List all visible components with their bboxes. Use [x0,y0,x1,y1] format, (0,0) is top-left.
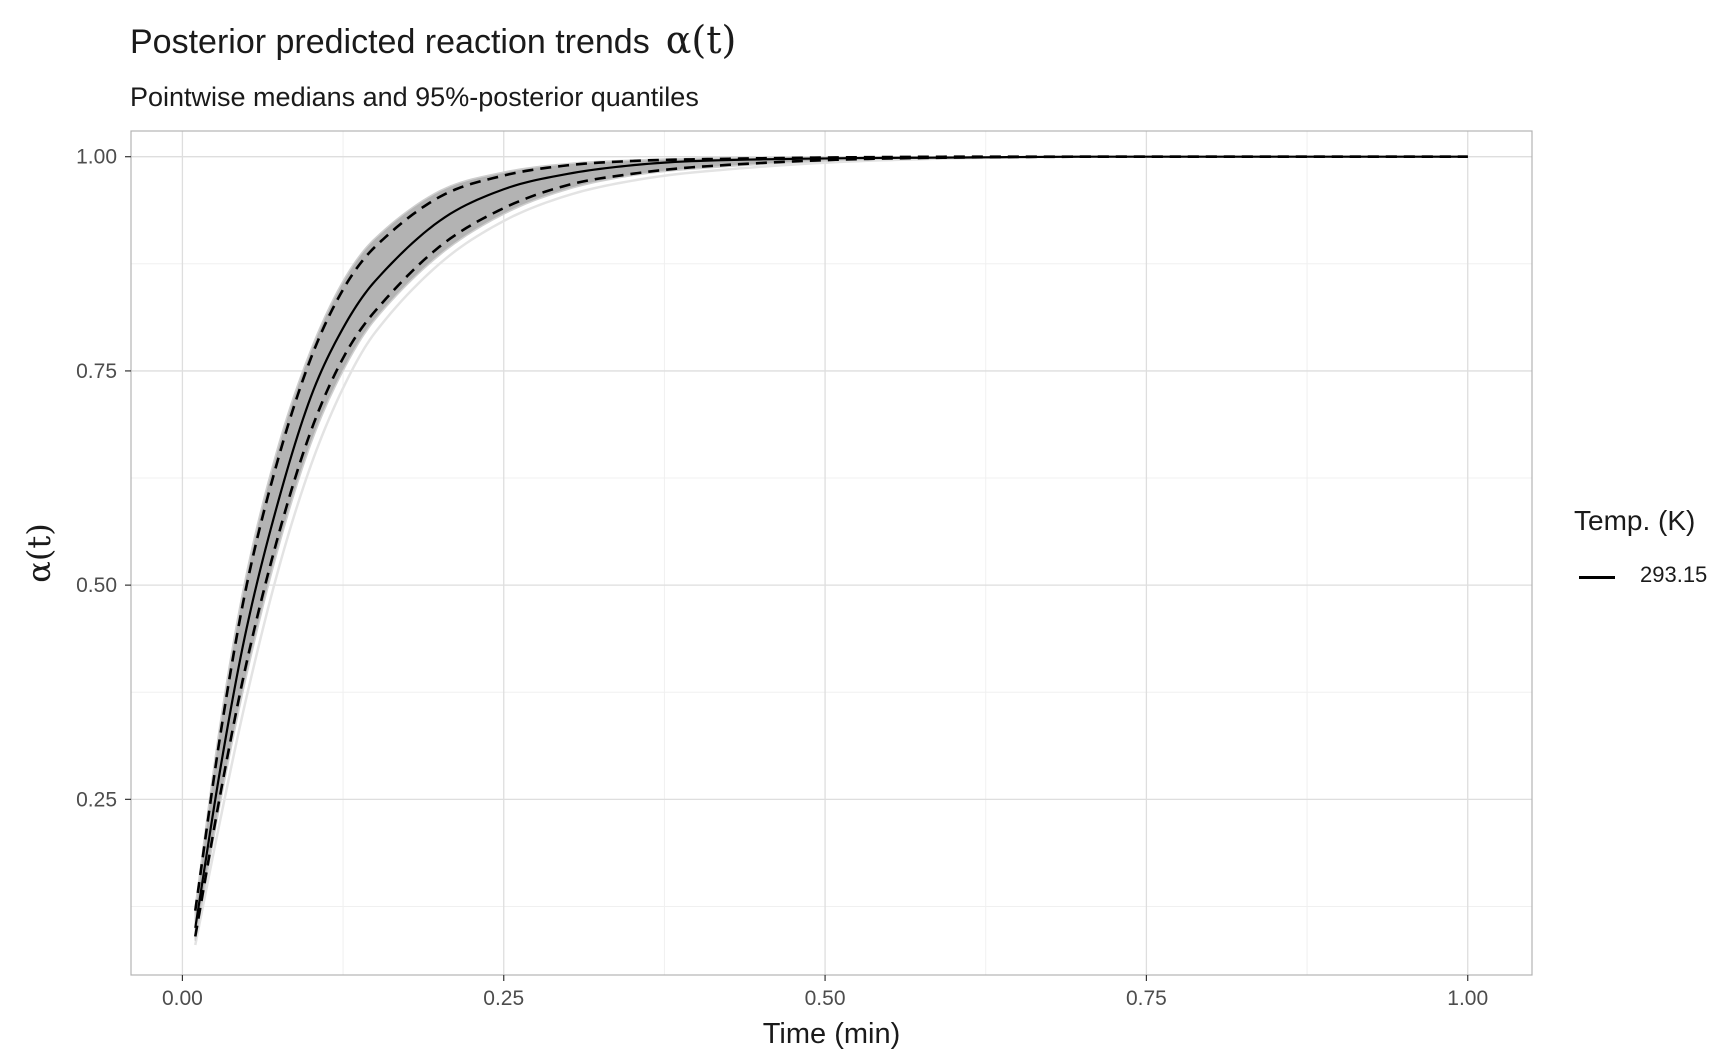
y-tick-label: 1.00 [76,146,117,169]
y-axis-title: α(t) [20,523,58,582]
y-tick-label: 0.25 [76,788,117,811]
y-tick-label: 0.75 [76,360,117,383]
median-line [194,155,1468,929]
x-tick-label: 0.50 [805,987,846,1010]
major-gridlines [131,131,1532,975]
x-tick-label: 1.00 [1447,987,1488,1010]
legend-key-line [1579,576,1615,579]
axis-ticks [125,156,1469,981]
chart-title: Posterior predicted reaction trends α(t) [130,18,736,62]
chart-title-symbol: α(t) [665,18,737,62]
legend-item: 293.15 [1579,562,1728,592]
legend-title: Temp. (K) [1574,505,1696,536]
y-tick-label: 0.50 [76,574,117,597]
chart-subtitle: Pointwise medians and 95%-posterior quan… [130,82,699,112]
x-tick-label: 0.00 [162,987,203,1010]
x-tick-label: 0.75 [1126,987,1167,1010]
x-axis-title: Time (min) [763,1018,900,1050]
axis-tick-labels: 0.00 0.25 0.50 0.75 1.00 0.25 0.50 0.75 1.00 [76,146,1488,1010]
plot-marks [193,155,1468,946]
x-tick-label: 0.25 [483,987,524,1010]
legend: Temp. (K) 293.15 [1574,505,1707,587]
chart-title-text: Posterior predicted reaction trends [130,23,650,61]
panel-border [130,130,1533,976]
legend-item-label: 293.15 [1640,562,1708,587]
minor-gridlines [131,131,1532,975]
posterior-band [194,155,1468,941]
